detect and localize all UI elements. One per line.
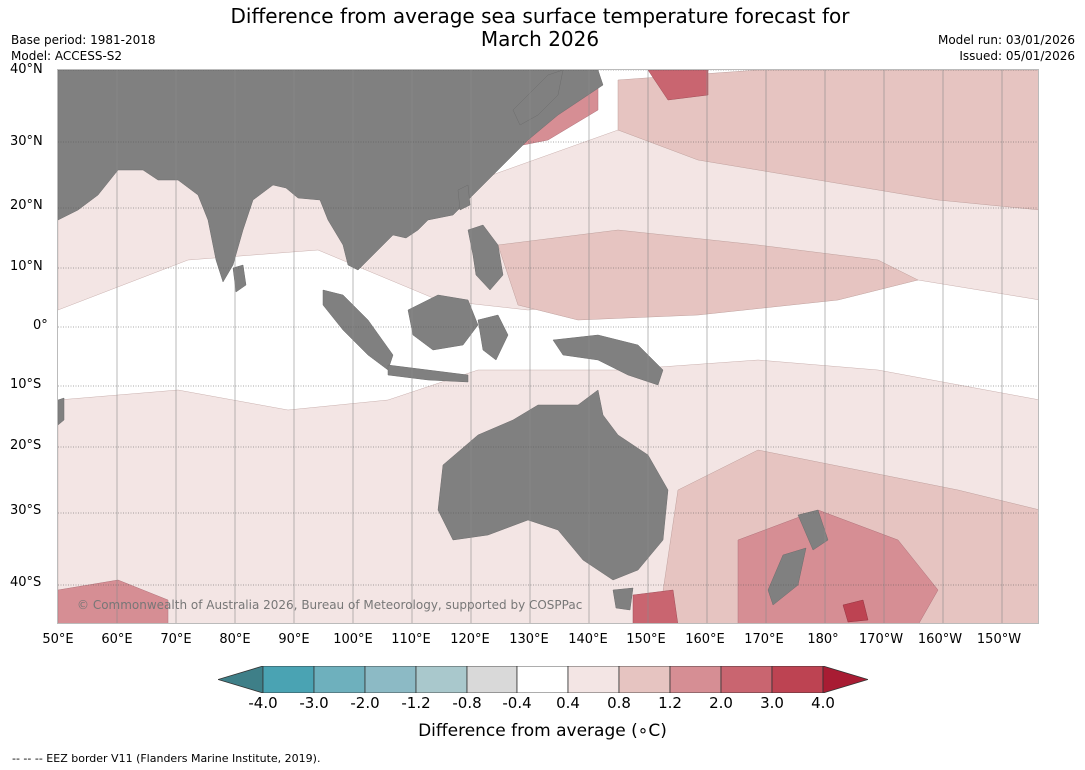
colorbar-segment-m4-m3 bbox=[262, 666, 315, 693]
land-asia bbox=[58, 70, 604, 283]
lon-label-120e: 120°E bbox=[450, 632, 490, 647]
colorbar-tick-label: -2.0 bbox=[350, 694, 380, 712]
land-philippines bbox=[467, 224, 504, 291]
colorbar-segment-3.0-4.0 bbox=[771, 666, 824, 693]
meta-left: Base period: 1981-2018 Model: ACCESS-S2 bbox=[11, 32, 156, 64]
lon-label-70e: 70°E bbox=[160, 632, 192, 647]
colorbar bbox=[218, 666, 868, 693]
lat-label-40n: 40°N bbox=[10, 62, 43, 77]
lon-label-100e: 100°E bbox=[333, 632, 373, 647]
lat-label-30n: 30°N bbox=[10, 134, 43, 149]
colorbar-segment-below-4 bbox=[218, 666, 264, 693]
anomaly-2.0-region-north bbox=[647, 70, 709, 101]
lon-label-180: 180° bbox=[807, 632, 839, 647]
colorbar-segment-2.0-3.0 bbox=[720, 666, 773, 693]
lon-label-160w: 160°W bbox=[917, 632, 963, 647]
base-period: Base period: 1981-2018 bbox=[11, 33, 156, 47]
colorbar-tick-label: 0.4 bbox=[556, 694, 580, 712]
lon-label-50e: 50°E bbox=[42, 632, 74, 647]
colorbar-tick-label: 4.0 bbox=[811, 694, 835, 712]
eez-footnote: -- -- -- EEZ border V11 (Flanders Marine… bbox=[12, 752, 321, 765]
land-tasmania bbox=[612, 587, 634, 611]
latitude-grid bbox=[58, 70, 1038, 586]
title-line-1: Difference from average sea surface temp… bbox=[230, 4, 850, 28]
colorbar-tick-label: -1.2 bbox=[401, 694, 431, 712]
lon-label-90e: 90°E bbox=[278, 632, 310, 647]
meta-right: Model run: 03/01/2026 Issued: 05/01/2026 bbox=[938, 32, 1075, 64]
lon-label-170w: 170°W bbox=[858, 632, 904, 647]
lon-label-140e: 140°E bbox=[568, 632, 608, 647]
anomaly-0.8-region-east bbox=[497, 229, 919, 321]
land-java bbox=[387, 364, 469, 383]
lat-label-0: 0° bbox=[33, 318, 48, 333]
lat-label-20s: 20°S bbox=[10, 438, 42, 453]
title-line-2: March 2026 bbox=[480, 27, 600, 51]
lat-label-10n: 10°N bbox=[10, 259, 43, 274]
colorbar-title: Difference from average (∘C) bbox=[418, 721, 667, 741]
sst-anomaly-map bbox=[57, 69, 1039, 624]
model-run: Model run: 03/01/2026 bbox=[937, 33, 1075, 47]
lat-label-10s: 10°S bbox=[10, 377, 42, 392]
colorbar-tick-label: 0.8 bbox=[607, 694, 631, 712]
colorbar-tick-label: 2.0 bbox=[709, 694, 733, 712]
model-name: Model: ACCESS-S2 bbox=[11, 49, 123, 63]
colorbar-tick-label: -4.0 bbox=[248, 694, 278, 712]
land-new-guinea bbox=[552, 334, 664, 386]
land-japan bbox=[512, 70, 564, 126]
land-madagascar-edge bbox=[58, 397, 65, 426]
land-borneo bbox=[407, 294, 479, 351]
colorbar-tick-label: -0.4 bbox=[502, 694, 532, 712]
land-taiwan bbox=[457, 184, 471, 211]
longitude-grid bbox=[116, 70, 1003, 623]
colorbar-tick-label: 1.2 bbox=[658, 694, 682, 712]
lon-label-150e: 150°E bbox=[626, 632, 666, 647]
colorbar-segment-0.8-1.2 bbox=[618, 666, 671, 693]
lon-label-130e: 130°E bbox=[509, 632, 549, 647]
copyright-notice: © Commonwealth of Australia 2026, Bureau… bbox=[77, 598, 583, 612]
lat-label-30s: 30°S bbox=[10, 503, 42, 518]
anomaly-3.0-region-nz-east bbox=[842, 599, 869, 623]
lon-label-170e: 170°E bbox=[744, 632, 784, 647]
land-sulawesi bbox=[477, 314, 509, 361]
colorbar-segment-0.4-0.8 bbox=[567, 666, 620, 693]
land-australia bbox=[437, 389, 669, 581]
colorbar-segment-m2-m1.2 bbox=[364, 666, 417, 693]
anomaly-2.0-region-south bbox=[632, 589, 678, 623]
lon-label-60e: 60°E bbox=[101, 632, 133, 647]
colorbar-segment-m0.4-0.4 bbox=[516, 666, 569, 693]
land-new-zealand-south bbox=[767, 547, 807, 606]
lon-label-150w: 150°W bbox=[976, 632, 1022, 647]
lat-label-40s: 40°S bbox=[10, 575, 42, 590]
map-svg bbox=[58, 70, 1038, 623]
colorbar-segment-above-4 bbox=[822, 666, 868, 693]
lat-label-20n: 20°N bbox=[10, 198, 43, 213]
lon-label-80e: 80°E bbox=[219, 632, 251, 647]
anomaly-1.2-region-sw bbox=[58, 579, 169, 623]
colorbar-tick-label: 3.0 bbox=[760, 694, 784, 712]
colorbar-tick-label: -0.8 bbox=[452, 694, 482, 712]
colorbar-segment-m0.8-m0.4 bbox=[466, 666, 518, 693]
anomaly-0.8-region-nw-pacific bbox=[617, 70, 1038, 211]
map-title: Difference from average sea surface temp… bbox=[170, 5, 910, 51]
lon-label-160e: 160°E bbox=[685, 632, 725, 647]
colorbar-tick-label: -3.0 bbox=[299, 694, 329, 712]
colorbar-segment-m3-m2 bbox=[313, 666, 366, 693]
colorbar-segment-m1.2-m0.8 bbox=[415, 666, 468, 693]
colorbar-segment-1.2-2.0 bbox=[669, 666, 722, 693]
lon-label-110e: 110°E bbox=[391, 632, 431, 647]
issued-date: Issued: 05/01/2026 bbox=[959, 49, 1075, 63]
land-new-zealand-north bbox=[797, 509, 829, 551]
